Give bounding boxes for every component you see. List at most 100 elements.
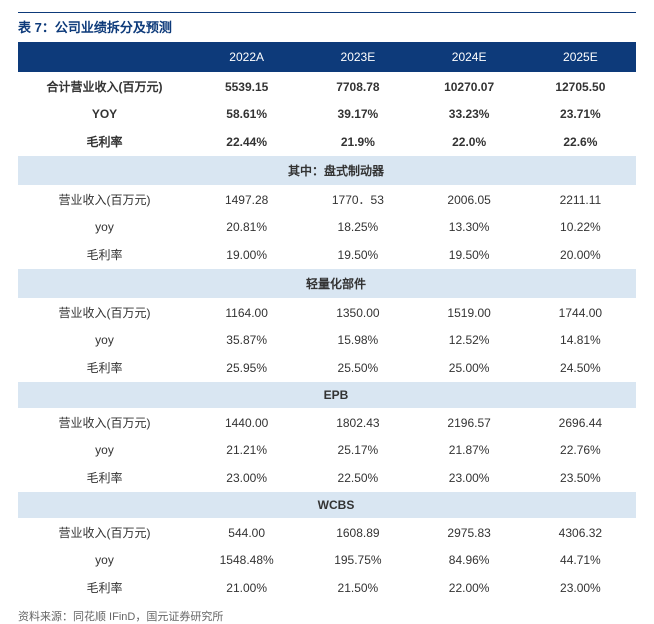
table-row: 营业收入(百万元)1440.001802.432196.572696.44	[18, 408, 636, 437]
cell: 84.96%	[414, 547, 525, 573]
cell: 195.75%	[302, 547, 413, 573]
cell: 24.50%	[525, 353, 636, 382]
table-title: 表 7：公司业绩拆分及预测	[18, 20, 172, 35]
cell: 22.00%	[414, 573, 525, 602]
table-row: yoy35.87%15.98%12.52%14.81%	[18, 327, 636, 353]
table-row: yoy1548.48%195.75%84.96%44.71%	[18, 547, 636, 573]
cell: 33.23%	[414, 101, 525, 127]
cell: 23.50%	[525, 463, 636, 492]
row-label: 营业收入(百万元)	[18, 298, 191, 327]
cell: 19.50%	[414, 240, 525, 269]
section-header-row: 其中：盘式制动器	[18, 156, 636, 185]
row-label: yoy	[18, 437, 191, 463]
row-label: yoy	[18, 327, 191, 353]
table-body: 合计营业收入(百万元) 5539.15 7708.78 10270.07 127…	[18, 72, 636, 602]
cell: 21.00%	[191, 573, 302, 602]
row-label: 营业收入(百万元)	[18, 518, 191, 547]
table-row: yoy21.21%25.17%21.87%22.76%	[18, 437, 636, 463]
cell: 2196.57	[414, 408, 525, 437]
financial-forecast-table: 2022A 2023E 2024E 2025E 合计营业收入(百万元) 5539…	[18, 42, 636, 602]
row-label: YOY	[18, 101, 191, 127]
cell: 23.71%	[525, 101, 636, 127]
cell: 10.22%	[525, 214, 636, 240]
cell: 20.81%	[191, 214, 302, 240]
row-label: yoy	[18, 214, 191, 240]
row-label: 毛利率	[18, 240, 191, 269]
cell: 58.61%	[191, 101, 302, 127]
cell: 2211.11	[525, 185, 636, 214]
cell: 1548.48%	[191, 547, 302, 573]
table-title-row: 表 7：公司业绩拆分及预测	[18, 12, 636, 42]
cell: 1440.00	[191, 408, 302, 437]
cell: 22.44%	[191, 127, 302, 156]
cell: 21.21%	[191, 437, 302, 463]
header-row: 2022A 2023E 2024E 2025E	[18, 42, 636, 72]
cell: 21.50%	[302, 573, 413, 602]
cell: 18.25%	[302, 214, 413, 240]
section-header: WCBS	[18, 492, 636, 518]
cell: 25.00%	[414, 353, 525, 382]
row-label: 营业收入(百万元)	[18, 185, 191, 214]
summary-gross-row: 毛利率 22.44% 21.9% 22.0% 22.6%	[18, 127, 636, 156]
cell: 25.95%	[191, 353, 302, 382]
row-label: 毛利率	[18, 463, 191, 492]
table-row: 毛利率19.00%19.50%19.50%20.00%	[18, 240, 636, 269]
cell: 13.30%	[414, 214, 525, 240]
cell: 21.87%	[414, 437, 525, 463]
cell: 1350.00	[302, 298, 413, 327]
col-header-2022a: 2022A	[191, 42, 302, 72]
section-header: 轻量化部件	[18, 269, 636, 298]
summary-revenue-row: 合计营业收入(百万元) 5539.15 7708.78 10270.07 127…	[18, 72, 636, 101]
cell: 5539.15	[191, 72, 302, 101]
cell: 22.50%	[302, 463, 413, 492]
cell: 39.17%	[302, 101, 413, 127]
cell: 22.6%	[525, 127, 636, 156]
section-header-row: EPB	[18, 382, 636, 408]
cell: 14.81%	[525, 327, 636, 353]
cell: 25.17%	[302, 437, 413, 463]
cell: 12705.50	[525, 72, 636, 101]
cell: 10270.07	[414, 72, 525, 101]
cell: 20.00%	[525, 240, 636, 269]
table-row: 营业收入(百万元)1164.001350.001519.001744.00	[18, 298, 636, 327]
table-row: 毛利率21.00%21.50%22.00%23.00%	[18, 573, 636, 602]
cell: 19.50%	[302, 240, 413, 269]
row-label: 合计营业收入(百万元)	[18, 72, 191, 101]
summary-yoy-row: YOY 58.61% 39.17% 33.23% 23.71%	[18, 101, 636, 127]
table-row: 毛利率23.00%22.50%23.00%23.50%	[18, 463, 636, 492]
cell: 21.9%	[302, 127, 413, 156]
col-header-2024e: 2024E	[414, 42, 525, 72]
source-note: 资料来源：同花顺 IFinD，国元证券研究所	[18, 602, 636, 624]
cell: 23.00%	[414, 463, 525, 492]
cell: 15.98%	[302, 327, 413, 353]
cell: 35.87%	[191, 327, 302, 353]
cell: 7708.78	[302, 72, 413, 101]
cell: 23.00%	[191, 463, 302, 492]
cell: 1770．53	[302, 185, 413, 214]
cell: 2006.05	[414, 185, 525, 214]
cell: 4306.32	[525, 518, 636, 547]
section-header-row: WCBS	[18, 492, 636, 518]
col-header-2025e: 2025E	[525, 42, 636, 72]
col-header-2023e: 2023E	[302, 42, 413, 72]
table-row: 营业收入(百万元)1497.281770．532006.052211.11	[18, 185, 636, 214]
section-header: EPB	[18, 382, 636, 408]
cell: 19.00%	[191, 240, 302, 269]
table-row: 营业收入(百万元)544.001608.892975.834306.32	[18, 518, 636, 547]
cell: 2975.83	[414, 518, 525, 547]
col-header-blank	[18, 42, 191, 72]
cell: 2696.44	[525, 408, 636, 437]
cell: 1497.28	[191, 185, 302, 214]
cell: 544.00	[191, 518, 302, 547]
section-header: 其中：盘式制动器	[18, 156, 636, 185]
cell: 22.76%	[525, 437, 636, 463]
cell: 12.52%	[414, 327, 525, 353]
section-header-row: 轻量化部件	[18, 269, 636, 298]
row-label: yoy	[18, 547, 191, 573]
row-label: 毛利率	[18, 353, 191, 382]
cell: 44.71%	[525, 547, 636, 573]
table-row: 毛利率25.95%25.50%25.00%24.50%	[18, 353, 636, 382]
row-label: 毛利率	[18, 127, 191, 156]
cell: 1744.00	[525, 298, 636, 327]
row-label: 营业收入(百万元)	[18, 408, 191, 437]
